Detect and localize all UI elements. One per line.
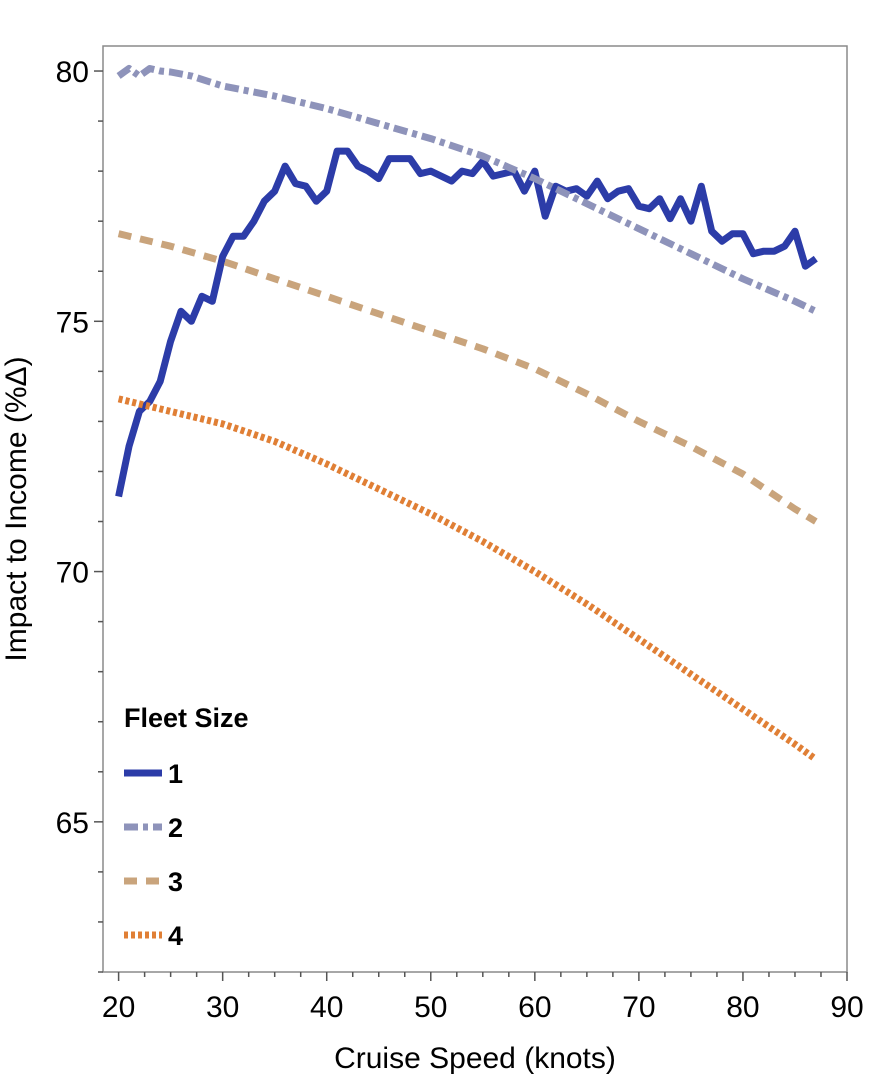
legend-title: Fleet Size	[124, 703, 249, 733]
series-4-line	[117, 395, 818, 763]
x-axis: 20 30 40 50 60 70 80 90	[102, 972, 864, 1024]
legend-label-4: 4	[168, 921, 183, 951]
y-tick-label: 65	[56, 807, 89, 840]
x-tick-label: 40	[310, 991, 343, 1024]
plot-frame	[102, 45, 848, 973]
series-layer	[115, 65, 818, 763]
x-tick-label: 60	[518, 991, 551, 1024]
x-tick-label: 80	[726, 991, 759, 1024]
y-axis-title: Impact to Income (%Δ)	[0, 356, 33, 661]
x-tick-label: 50	[414, 991, 447, 1024]
y-tick-label: 70	[56, 557, 89, 590]
x-tick-label: 20	[102, 991, 135, 1024]
legend-label-2: 2	[168, 813, 183, 843]
x-tick-label: 90	[830, 991, 863, 1024]
series-3-line	[117, 230, 818, 525]
legend: Fleet Size 1 2 3 4	[124, 703, 249, 951]
series-2-line	[116, 65, 818, 315]
y-tick-label: 75	[56, 306, 89, 339]
y-tick-label: 80	[56, 56, 89, 89]
x-tick-label: 30	[206, 991, 239, 1024]
legend-label-1: 1	[168, 759, 183, 789]
x-tick-label: 70	[622, 991, 655, 1024]
series-1-line	[115, 147, 818, 498]
y-axis: 65 70 75 80	[56, 56, 103, 973]
x-axis-title: Cruise Speed (knots)	[334, 1042, 616, 1075]
legend-label-3: 3	[168, 867, 183, 897]
